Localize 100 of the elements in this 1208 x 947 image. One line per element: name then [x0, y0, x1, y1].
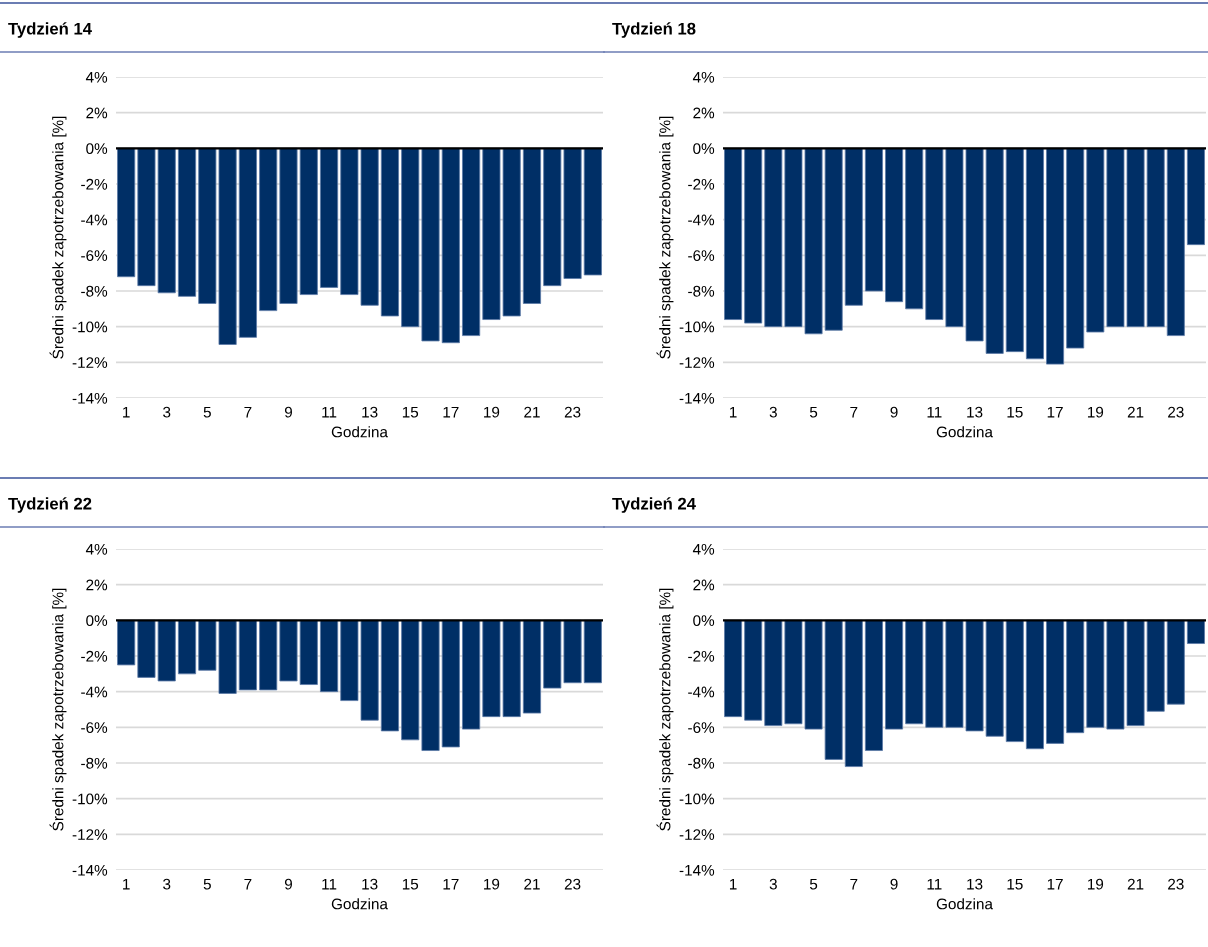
x-axis-title: Godzina — [936, 426, 993, 438]
x-tick-label: 3 — [163, 878, 171, 890]
x-tick-label: 11 — [927, 406, 942, 418]
x-tick-label: 21 — [1127, 878, 1144, 890]
x-tick-label: 17 — [1047, 878, 1063, 890]
x-tick-label: 13 — [967, 878, 983, 890]
x-tick-label: 7 — [850, 406, 858, 418]
y-tick-label: -14% — [72, 392, 108, 404]
x-tick-label: 23 — [1168, 878, 1184, 890]
x-axis-title: Godzina — [936, 898, 993, 910]
y-tick-label: -2% — [81, 650, 108, 662]
x-tick-label: 7 — [244, 406, 252, 418]
x-tick-label: 13 — [362, 878, 378, 890]
y-tick-label: 2% — [693, 579, 715, 591]
y-tick-label: 2% — [86, 579, 108, 591]
y-tick-label: 4% — [692, 543, 715, 555]
x-tick-label: 23 — [1168, 406, 1184, 418]
y-tick-label: -14% — [72, 864, 108, 876]
y-tick-label: -8% — [81, 757, 108, 769]
y-tick-label: -6% — [688, 250, 715, 262]
y-tick-label: -6% — [81, 250, 108, 262]
x-tick-label: 5 — [809, 878, 818, 890]
y-tick-label: 0% — [86, 615, 108, 627]
y-tick-label: -10% — [72, 321, 108, 333]
y-tick-label: 4% — [85, 71, 108, 83]
y-tick-label: -12% — [72, 829, 108, 840]
y-tick-label: -8% — [81, 285, 108, 297]
x-tick-label: 15 — [1007, 878, 1023, 890]
y-tick-label: -4% — [688, 686, 715, 698]
x-tick-label: 17 — [443, 406, 459, 418]
y-tick-label: -4% — [81, 214, 108, 226]
y-tick-label: 0% — [693, 143, 715, 155]
x-tick-label: 17 — [1047, 406, 1063, 418]
y-tick-label: -2% — [688, 178, 715, 190]
y-tick-label: -14% — [679, 392, 715, 404]
x-tick-label: 9 — [284, 406, 292, 418]
y-tick-label: 0% — [693, 615, 715, 627]
x-tick-label: 1 — [729, 878, 737, 890]
x-axis-title: Godzina — [331, 426, 388, 438]
y-tick-label: 4% — [85, 543, 108, 555]
x-tick-label: 23 — [564, 406, 581, 418]
x-tick-label: 1 — [123, 878, 130, 890]
x-tick-label: 23 — [564, 878, 581, 890]
x-axis-title: Godzina — [331, 898, 388, 910]
x-tick-label: 5 — [203, 406, 211, 418]
x-tick-label: 21 — [1127, 406, 1144, 418]
x-tick-label: 19 — [484, 406, 500, 418]
x-tick-label: 11 — [322, 406, 337, 418]
y-axis-title: Średni spadek zapotrzebowania [%] — [49, 588, 67, 831]
x-tick-label: 3 — [769, 878, 777, 890]
x-tick-label: 19 — [1087, 406, 1104, 418]
y-tick-label: -8% — [688, 757, 715, 769]
x-tick-label: 19 — [484, 878, 500, 890]
x-tick-label: 13 — [967, 406, 983, 418]
x-tick-label: 13 — [362, 406, 378, 418]
y-tick-label: -12% — [679, 829, 715, 840]
y-tick-label: -4% — [81, 686, 108, 698]
x-tick-label: 21 — [524, 406, 540, 418]
y-tick-label: -2% — [81, 178, 108, 190]
x-tick-label: 11 — [927, 878, 942, 890]
chart-title: Tydzień 18 — [612, 22, 696, 38]
y-axis-title: Średni spadek zapotrzebowania [%] — [656, 588, 674, 831]
y-tick-label: -10% — [72, 793, 108, 805]
y-tick-label: 4% — [692, 71, 715, 83]
x-tick-label: 7 — [244, 878, 252, 890]
x-tick-label: 15 — [1007, 406, 1023, 418]
chart-title: Tydzień 24 — [612, 497, 696, 513]
y-tick-label: -10% — [679, 793, 715, 805]
x-tick-label: 7 — [850, 878, 858, 890]
x-tick-label: 15 — [402, 878, 419, 890]
x-tick-label: 9 — [890, 406, 898, 418]
y-tick-label: -6% — [81, 722, 108, 734]
x-tick-label: 1 — [123, 406, 130, 418]
x-tick-label: 17 — [443, 878, 459, 890]
y-tick-label: -14% — [679, 864, 715, 876]
y-tick-label: -10% — [679, 321, 715, 333]
y-tick-label: 2% — [693, 107, 715, 119]
x-tick-label: 9 — [284, 878, 292, 890]
y-tick-label: 0% — [86, 143, 108, 155]
y-tick-label: 2% — [86, 107, 108, 119]
y-tick-label: -6% — [688, 722, 715, 734]
x-tick-label: 21 — [524, 878, 540, 890]
x-tick-label: 3 — [163, 406, 171, 418]
y-tick-label: -8% — [688, 285, 715, 297]
x-tick-label: 19 — [1087, 878, 1104, 890]
chart-title: Tydzień 14 — [8, 22, 92, 38]
x-tick-label: 1 — [729, 406, 737, 418]
y-tick-label: -2% — [688, 650, 715, 662]
x-tick-label: 5 — [809, 406, 818, 418]
x-tick-label: 15 — [402, 406, 419, 418]
y-tick-label: -12% — [679, 357, 715, 368]
y-tick-label: -12% — [72, 357, 108, 368]
y-axis-title: Średni spadek zapotrzebowania [%] — [656, 116, 674, 359]
y-tick-label: -4% — [688, 214, 715, 226]
y-axis-title: Średni spadek zapotrzebowania [%] — [49, 116, 67, 359]
x-tick-label: 5 — [203, 878, 211, 890]
x-tick-label: 9 — [890, 878, 898, 890]
chart-title: Tydzień 22 — [8, 497, 92, 513]
x-tick-label: 3 — [769, 406, 777, 418]
x-tick-label: 11 — [322, 878, 337, 890]
